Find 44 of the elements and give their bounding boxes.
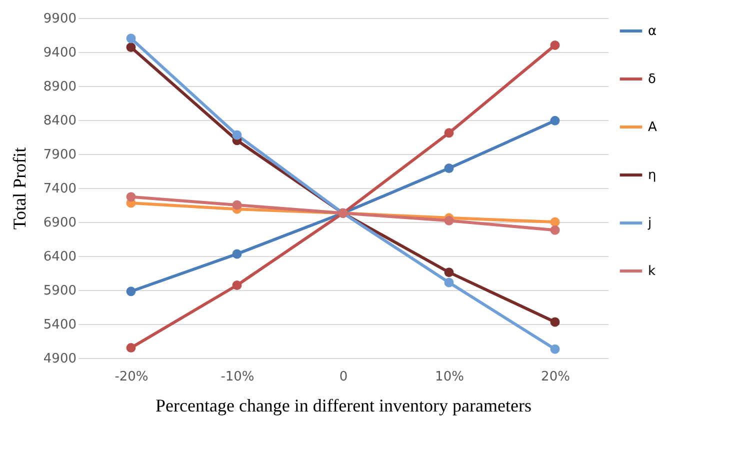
y-tick-label: 7400 bbox=[43, 182, 76, 196]
point bbox=[550, 217, 560, 227]
y-tick-label: 9900 bbox=[43, 12, 76, 26]
y-axis-title: Total Profit bbox=[9, 147, 30, 230]
point bbox=[232, 200, 242, 210]
point bbox=[126, 192, 136, 202]
point bbox=[232, 249, 242, 259]
point bbox=[444, 164, 454, 174]
y-tick-label: 7900 bbox=[43, 148, 76, 162]
y-tick-label: 8400 bbox=[43, 114, 76, 128]
legend-label: α bbox=[648, 24, 657, 39]
point bbox=[444, 128, 454, 138]
legend-label: δ bbox=[648, 72, 656, 87]
legend-label: k bbox=[648, 264, 656, 279]
point bbox=[232, 280, 242, 290]
point bbox=[444, 278, 454, 288]
point bbox=[126, 343, 136, 353]
x-axis-title: Percentage change in different inventory parameters bbox=[156, 396, 532, 416]
legend-label: A bbox=[648, 120, 657, 135]
y-tick-label: 9400 bbox=[43, 46, 76, 60]
x-tick-label: 20% bbox=[541, 370, 570, 384]
legend-label: η bbox=[648, 168, 656, 183]
point bbox=[550, 225, 560, 235]
y-tick-label: 5900 bbox=[43, 284, 76, 298]
y-tick-label: 4900 bbox=[43, 352, 76, 366]
point bbox=[550, 116, 560, 126]
point bbox=[126, 34, 136, 44]
y-tick-label: 5400 bbox=[43, 318, 76, 332]
x-tick-label: 10% bbox=[435, 370, 464, 384]
legend-label: j bbox=[647, 216, 652, 231]
x-tick-label: 0 bbox=[339, 370, 348, 384]
point bbox=[550, 344, 560, 354]
point bbox=[444, 268, 454, 278]
point bbox=[550, 40, 560, 50]
point bbox=[232, 130, 242, 140]
x-tick-label: -10% bbox=[220, 370, 254, 384]
point bbox=[126, 42, 136, 52]
point bbox=[126, 286, 136, 296]
y-tick-label: 6900 bbox=[43, 216, 76, 230]
y-tick-label: 8900 bbox=[43, 80, 76, 94]
y-tick-label: 6400 bbox=[43, 250, 76, 264]
point bbox=[444, 216, 454, 226]
point bbox=[550, 317, 560, 327]
x-tick-label: -20% bbox=[114, 370, 148, 384]
